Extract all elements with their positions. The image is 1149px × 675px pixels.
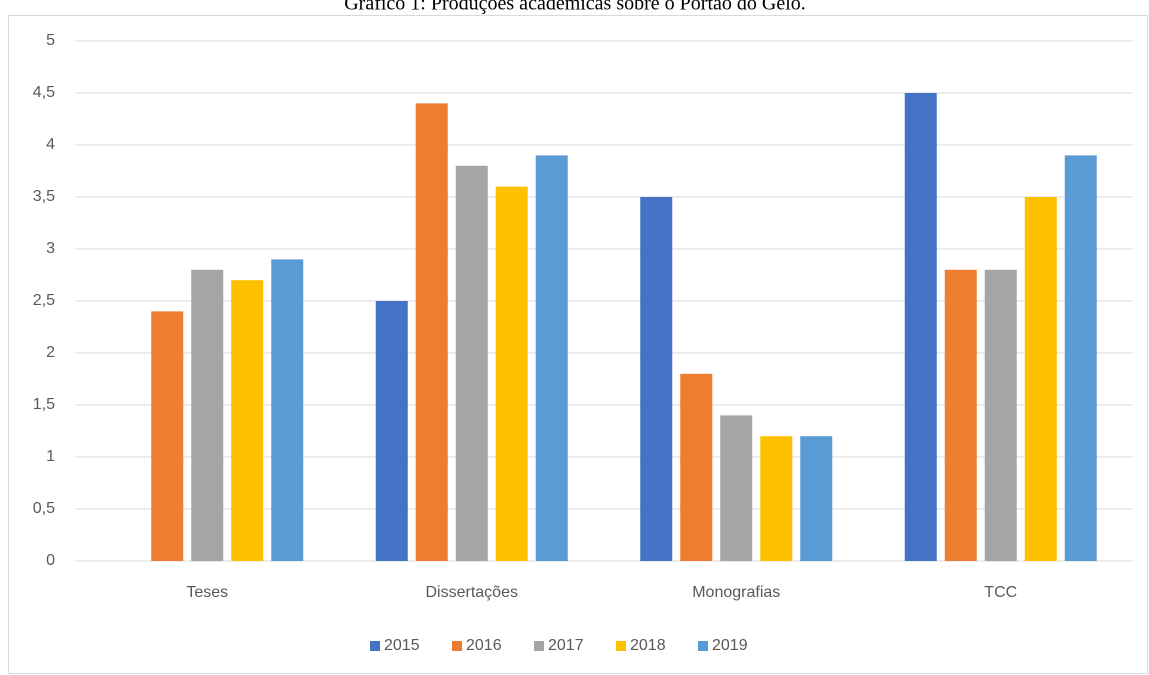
bar	[151, 311, 184, 561]
y-tick-label: 5	[46, 32, 55, 49]
bar	[760, 436, 793, 561]
bar	[455, 165, 488, 562]
legend-label: 2018	[630, 637, 666, 654]
bar	[271, 259, 304, 561]
bar	[944, 269, 977, 561]
y-tick-label: 3,5	[33, 188, 55, 205]
bar	[640, 197, 673, 561]
bar	[375, 301, 408, 561]
y-tick-label: 1,5	[33, 396, 55, 413]
bar	[1064, 155, 1097, 561]
y-tick-label: 4	[46, 136, 55, 153]
legend-swatch	[698, 641, 708, 651]
bar	[984, 269, 1017, 561]
bar	[535, 155, 568, 561]
legend-swatch	[534, 641, 544, 651]
y-tick-label: 2	[46, 344, 55, 361]
legend-swatch	[370, 641, 380, 651]
bar	[680, 373, 713, 561]
x-tick-label: Dissertações	[426, 584, 518, 601]
chart-title: Gráfico 1: Produções acadêmicas sobre o …	[344, 0, 806, 15]
y-tick-label: 0,5	[33, 500, 55, 517]
y-tick-label: 3	[46, 240, 55, 257]
bar	[415, 103, 448, 562]
legend-label: 2019	[712, 637, 748, 654]
bar	[191, 269, 224, 561]
x-tick-label: Monografias	[692, 584, 780, 601]
bar	[1024, 197, 1057, 561]
y-tick-label: 1	[46, 448, 55, 465]
y-tick-label: 2,5	[33, 292, 55, 309]
legend-label: 2016	[466, 637, 502, 654]
bar	[800, 436, 833, 561]
bar	[495, 186, 528, 561]
y-tick-label: 4,5	[33, 84, 55, 101]
legend-label: 2017	[548, 637, 584, 654]
bar	[904, 93, 937, 561]
legend-label: 2015	[384, 637, 420, 654]
x-tick-label: TCC	[984, 584, 1017, 601]
y-tick-label: 0	[46, 552, 55, 569]
legend-swatch	[616, 641, 626, 651]
bar	[231, 280, 264, 561]
legend-swatch	[452, 641, 462, 651]
bar	[720, 415, 753, 561]
x-tick-label: Teses	[186, 584, 228, 601]
